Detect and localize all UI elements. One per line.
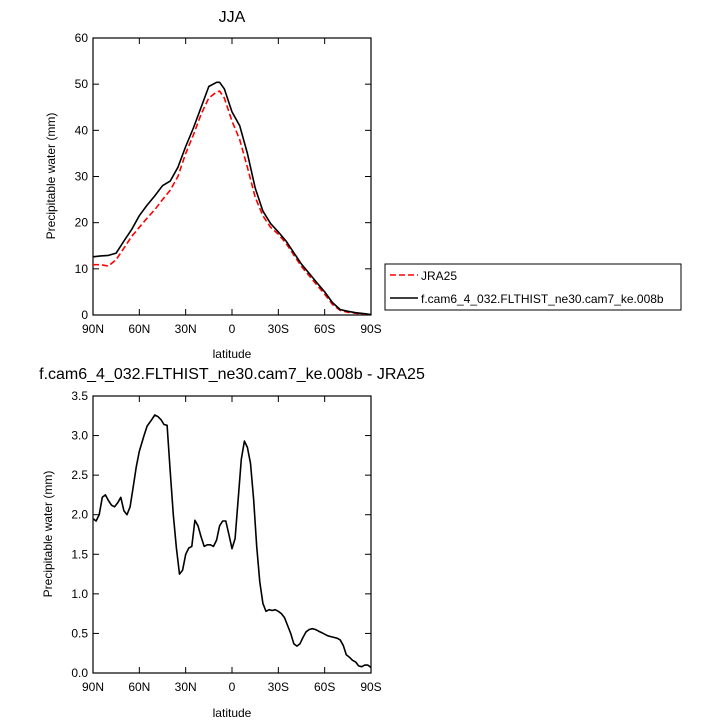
x-tick: 60N: [128, 38, 150, 336]
x-tick-label: 90S: [360, 322, 381, 336]
y-tick: 0: [81, 308, 371, 322]
y-tick: 1.0: [71, 587, 371, 601]
y-tick-label: 50: [75, 77, 89, 91]
y-tick-label: 0: [81, 308, 88, 322]
y-axis-label: Precipitable water (mm): [41, 471, 55, 598]
x-tick: 60S: [314, 38, 335, 336]
series-layer: [92, 414, 372, 669]
x-tick-label: 60N: [128, 322, 150, 336]
y-tick: 20: [75, 216, 371, 230]
y-tick: 0.0: [71, 666, 371, 680]
y-tick: 60: [75, 31, 371, 45]
x-tick-label: 0: [229, 322, 236, 336]
series-line-1: [92, 81, 372, 316]
x-tick-label: 90S: [360, 680, 381, 694]
x-tick: 30N: [175, 38, 197, 336]
y-tick: 3.5: [71, 389, 371, 403]
y-tick: 0.5: [71, 626, 371, 640]
plot-frame: [92, 395, 372, 674]
legend-label-jra25: JRA25: [421, 269, 457, 283]
x-tick-label: 30N: [175, 322, 197, 336]
chart-panel-bottom: 90N 60N 30N 0 30S 60S 90S 0.0 0.5 1.0 1.5 2.0 2.5 3.0…: [39, 366, 425, 720]
y-tick: 10: [75, 262, 371, 276]
x-tick: 90N: [82, 396, 104, 694]
x-tick: 90S: [360, 396, 382, 694]
x-tick: 30S: [268, 38, 289, 336]
y-tick-label: 10: [75, 262, 89, 276]
y-tick-label: 2.5: [71, 468, 88, 482]
x-tick-label: 0: [229, 680, 236, 694]
plot-frame: [92, 37, 372, 316]
x-axis-label: latitude: [213, 347, 252, 361]
y-tick-label: 60: [75, 31, 89, 45]
legend-label-model: f.cam6_4_032.FLTHIST_ne30.cam7_ke.008b: [421, 292, 664, 306]
chart-title: JJA: [219, 9, 246, 26]
y-tick-label: 30: [75, 170, 89, 184]
x-tick-label: 30S: [268, 680, 289, 694]
x-tick-label: 60S: [314, 322, 335, 336]
x-axis-label: latitude: [213, 706, 252, 720]
x-tick: 90S: [360, 38, 382, 336]
y-tick-label: 2.0: [71, 508, 88, 522]
y-tick: 40: [75, 123, 371, 137]
chart-panel-top: 90N 60N 30N 0 30S 60S 90S 0 10 20 30 40 50 60 JJA lat…: [44, 9, 682, 361]
ticks-layer: 90N 60N 30N 0 30S 60S 90S 0.0 0.5 1.0 1.5 2.0 2.5 3.0…: [71, 389, 381, 694]
y-tick: 2.5: [71, 468, 371, 482]
series-layer: [92, 81, 372, 316]
x-tick: 90N: [82, 38, 104, 336]
x-tick-label: 90N: [82, 322, 104, 336]
x-tick-label: 30S: [268, 322, 289, 336]
x-tick: 60S: [314, 396, 335, 694]
x-tick: 30S: [268, 396, 289, 694]
series-line-0: [93, 90, 372, 316]
y-tick: 30: [75, 170, 371, 184]
ticks-layer: 90N 60N 30N 0 30S 60S 90S 0 10 20 30 40 50 60: [75, 31, 382, 336]
y-tick-label: 1.0: [71, 587, 88, 601]
legend-box: [384, 263, 682, 311]
y-tick: 1.5: [71, 547, 371, 561]
x-tick: 0: [229, 396, 236, 694]
plot-area: 90N 60N 30N 0 30S 60S 90S 0.0 0.5 1.0 1.5 2.0 2.5 3.0…: [71, 389, 381, 694]
x-tick: 30N: [175, 396, 197, 694]
y-tick-label: 40: [75, 123, 89, 137]
x-tick-label: 30N: [175, 680, 197, 694]
series-line-0: [92, 414, 372, 669]
x-tick-label: 60S: [314, 680, 335, 694]
y-tick-label: 0.0: [71, 666, 88, 680]
y-tick-label: 0.5: [71, 626, 88, 640]
y-tick: 3.0: [71, 429, 371, 443]
y-tick: 50: [75, 77, 371, 91]
plot-area: 90N 60N 30N 0 30S 60S 90S 0 10 20 30 40 50 60: [75, 31, 382, 336]
x-tick-label: 90N: [82, 680, 104, 694]
y-axis-label: Precipitable water (mm): [44, 113, 58, 240]
chart-title: f.cam6_4_032.FLTHIST_ne30.cam7_ke.008b -…: [39, 366, 425, 383]
x-tick: 0: [229, 38, 236, 336]
legend: JRA25 f.cam6_4_032.FLTHIST_ne30.cam7_ke.…: [384, 263, 682, 311]
y-tick-label: 1.5: [71, 547, 88, 561]
y-tick-label: 20: [75, 216, 89, 230]
x-tick-label: 60N: [128, 680, 150, 694]
y-tick: 2.0: [71, 508, 371, 522]
y-tick-label: 3.0: [71, 429, 88, 443]
y-tick-label: 3.5: [71, 389, 88, 403]
x-tick: 60N: [128, 396, 150, 694]
